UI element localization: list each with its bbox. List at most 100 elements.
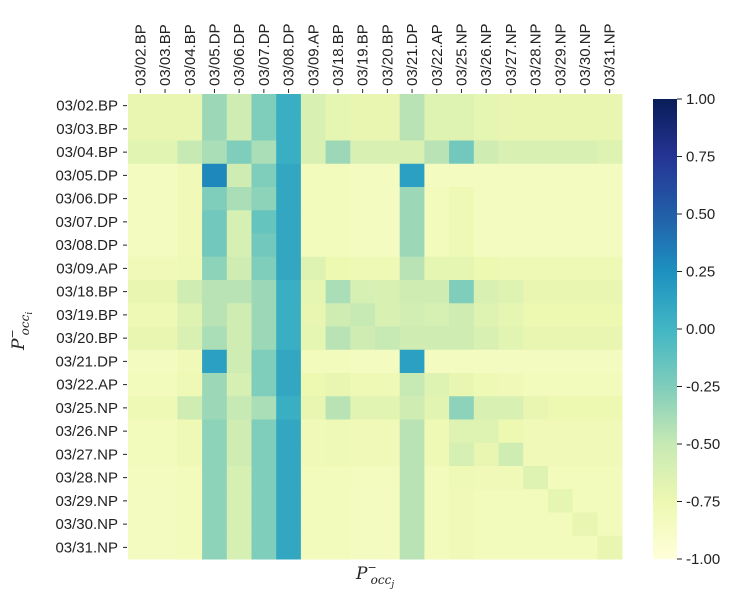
heatmap-cell (251, 419, 277, 444)
heatmap-cell (350, 94, 376, 118)
heatmap-cell (597, 419, 623, 444)
heatmap-cell (276, 349, 302, 374)
x-tick-label: 03/03.BP (157, 24, 174, 86)
heatmap-cell (597, 396, 623, 420)
heatmap-cell (473, 303, 499, 327)
heatmap-cell (152, 442, 178, 467)
heatmap-cell (350, 303, 376, 327)
heatmap-cell (128, 187, 154, 211)
heatmap-cell (152, 396, 178, 420)
heatmap-cell (128, 396, 154, 420)
heatmap-cell (325, 489, 351, 513)
heatmap-cell (128, 303, 154, 327)
heatmap-cell (572, 210, 598, 234)
heatmap-cell (226, 489, 252, 513)
heatmap-cell (276, 326, 302, 351)
heatmap-cell (177, 163, 203, 188)
heatmap-cell (177, 94, 203, 118)
heatmap-cell (449, 489, 475, 513)
heatmap-cell (300, 140, 327, 165)
heatmap-cell (449, 303, 475, 327)
heatmap-cell (128, 233, 154, 258)
heatmap-cell (449, 466, 475, 490)
heatmap-cell (152, 256, 178, 281)
heatmap-cell (202, 233, 228, 258)
heatmap-cell (572, 187, 598, 211)
heatmap-cell (473, 419, 499, 444)
heatmap-cell (547, 419, 574, 444)
heatmap-cell (251, 140, 277, 165)
heatmap-cell (498, 396, 524, 420)
heatmap-cell (572, 280, 598, 304)
heatmap-cell (547, 512, 574, 537)
heatmap-cell (399, 349, 425, 374)
heatmap-cell (572, 373, 598, 397)
heatmap-cell (572, 489, 598, 513)
y-tick-label: 03/31.NP (55, 539, 118, 556)
colorbar-tick-label: 0.00 (686, 321, 715, 338)
heatmap-cell (375, 140, 401, 165)
heatmap-cell (350, 117, 376, 141)
heatmap-cell (498, 373, 524, 397)
heatmap-cell (375, 535, 401, 560)
heatmap-cell (276, 419, 302, 444)
heatmap-cell (202, 419, 228, 444)
heatmap-cell (473, 280, 499, 304)
heatmap-cell (152, 535, 178, 560)
heatmap-cell (547, 303, 574, 327)
heatmap-cell (597, 187, 623, 211)
x-tick-label: 03/08.DP (281, 23, 298, 86)
heatmap-cell (251, 256, 277, 281)
heatmap-cell (572, 349, 598, 374)
heatmap-cell (128, 256, 154, 281)
heatmap-cell (325, 349, 351, 374)
heatmap-cell (473, 466, 499, 490)
y-tick-label: 03/02.BP (56, 98, 118, 115)
heatmap-cell (473, 94, 499, 118)
heatmap-cell (424, 442, 450, 467)
heatmap-cell (449, 256, 475, 281)
x-tick-label: 03/29.NP (552, 23, 569, 86)
heatmap-cell (449, 349, 475, 374)
heatmap-cell (300, 489, 327, 513)
heatmap-cell (251, 303, 277, 327)
heatmap-cell (202, 163, 228, 188)
heatmap-cell (177, 442, 203, 467)
heatmap-cell (325, 94, 351, 118)
heatmap-cell (251, 442, 277, 467)
colorbar-ticks: 1.00 0.75 0.50 0.25 0.00 -0.25 -0.50 -0.75 -1.00 (677, 91, 720, 568)
heatmap-cell (424, 163, 450, 188)
heatmap-cell (300, 373, 327, 397)
heatmap-cell (572, 466, 598, 490)
heatmap-cell (597, 326, 623, 351)
heatmap-cell (523, 140, 549, 165)
heatmap-cell (523, 210, 549, 234)
heatmap-cell (572, 233, 598, 258)
heatmap-cell (449, 187, 475, 211)
heatmap-cell (399, 489, 425, 513)
heatmap-cell (226, 326, 252, 351)
y-tick-label: 03/25.NP (55, 400, 118, 417)
heatmap-cell (177, 512, 203, 537)
colorbar-tick-label: 1.00 (686, 91, 715, 108)
heatmap-cell (152, 419, 178, 444)
heatmap-cell (350, 373, 376, 397)
heatmap-cell (473, 349, 499, 374)
heatmap-cell (300, 233, 327, 258)
heatmap-cell (276, 512, 302, 537)
colorbar-tick-label: -1.00 (686, 551, 720, 568)
heatmap-cell (325, 117, 351, 141)
heatmap-cell (325, 210, 351, 234)
heatmap-cell (375, 210, 401, 234)
heatmap-cell (202, 140, 228, 165)
heatmap-cell (399, 210, 425, 234)
heatmap-cell (350, 489, 376, 513)
heatmap-cell (152, 233, 178, 258)
heatmap-cell (449, 373, 475, 397)
y-axis-label: P−occi (6, 312, 35, 351)
heatmap-cell (300, 535, 327, 560)
heatmap-cell (276, 256, 302, 281)
heatmap-cell (350, 210, 376, 234)
heatmap-cell (523, 535, 549, 560)
heatmap-cell (449, 280, 475, 304)
